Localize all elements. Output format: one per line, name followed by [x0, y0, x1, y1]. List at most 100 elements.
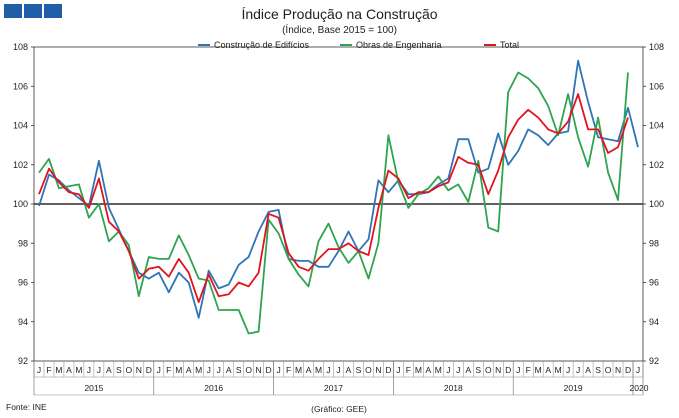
- month-label: O: [126, 365, 133, 375]
- month-label: A: [306, 365, 312, 375]
- month-label: F: [526, 365, 531, 375]
- month-label: J: [97, 365, 101, 375]
- chart-subtitle: (Índice, Base 2015 = 100): [282, 23, 397, 36]
- brand-square-2: [24, 4, 42, 18]
- month-label: F: [406, 365, 411, 375]
- month-label: A: [545, 365, 551, 375]
- month-label: S: [356, 365, 362, 375]
- month-label: N: [136, 365, 142, 375]
- y-tick-label-left: 94: [18, 317, 28, 327]
- month-label: A: [426, 365, 432, 375]
- month-label: S: [595, 365, 601, 375]
- month-label: J: [576, 365, 580, 375]
- month-label: S: [116, 365, 122, 375]
- brand-square-1: [4, 4, 22, 18]
- month-label: A: [465, 365, 471, 375]
- y-tick-label-right: 96: [649, 278, 659, 288]
- y-tick-label-right: 106: [649, 81, 664, 91]
- month-label: D: [505, 365, 511, 375]
- year-label: 2016: [204, 383, 223, 393]
- y-tick-label-left: 102: [13, 160, 28, 170]
- y-tick-label-left: 92: [18, 356, 28, 366]
- y-tick-label-right: 104: [649, 121, 664, 131]
- y-tick-label-right: 102: [649, 160, 664, 170]
- month-label: M: [435, 365, 442, 375]
- series-total-line: [38, 93, 629, 304]
- year-label: 2017: [324, 383, 343, 393]
- month-label: M: [535, 365, 542, 375]
- month-label: M: [415, 365, 422, 375]
- month-label: J: [37, 365, 41, 375]
- month-label: A: [226, 365, 232, 375]
- month-label: D: [266, 365, 272, 375]
- y-tick-label-right: 108: [649, 42, 664, 52]
- source-note: Fonte: INE: [6, 402, 47, 412]
- month-label: J: [566, 365, 570, 375]
- legend: Construção de Edifícios Obras de Engenhar…: [198, 40, 519, 50]
- y-tick-label-left: 100: [13, 199, 28, 209]
- month-label: A: [186, 365, 192, 375]
- month-label: J: [336, 365, 340, 375]
- month-label: O: [245, 365, 252, 375]
- month-label: D: [146, 365, 152, 375]
- y-tick-label-left: 98: [18, 238, 28, 248]
- month-label: J: [456, 365, 460, 375]
- month-label: M: [75, 365, 82, 375]
- month-label: J: [516, 365, 520, 375]
- y-tick-label-left: 104: [13, 121, 28, 131]
- year-label: 2020: [630, 383, 649, 393]
- y-tick-label-right: 92: [649, 356, 659, 366]
- y-tick-label-left: 106: [13, 81, 28, 91]
- month-label: M: [175, 365, 182, 375]
- month-label: D: [385, 365, 391, 375]
- y-tick-label-left: 108: [13, 42, 28, 52]
- month-label: O: [365, 365, 372, 375]
- month-label: M: [315, 365, 322, 375]
- y-tick-label-right: 98: [649, 238, 659, 248]
- month-label: F: [46, 365, 51, 375]
- series-obras-engenharia-legend-label: Obras de Engenharia: [356, 40, 442, 50]
- month-label: J: [87, 365, 91, 375]
- axes: 92 92 94 94 96 96 98 98 100 100 102 102 104 104 106 106…: [13, 42, 664, 396]
- year-label: 2015: [84, 383, 103, 393]
- series-obras-engenharia-line: [38, 71, 629, 335]
- month-label: A: [585, 365, 591, 375]
- month-label: N: [375, 365, 381, 375]
- month-label: F: [286, 365, 291, 375]
- month-label: M: [555, 365, 562, 375]
- brand-logo: [4, 4, 62, 18]
- month-label: N: [495, 365, 501, 375]
- y-tick-label-right: 100: [649, 199, 664, 209]
- month-label: A: [106, 365, 112, 375]
- month-label: F: [166, 365, 171, 375]
- chart-title: Índice Produção na Construção: [241, 6, 437, 22]
- month-label: S: [475, 365, 481, 375]
- year-label: 2019: [564, 383, 583, 393]
- month-label: J: [157, 365, 161, 375]
- month-label: O: [485, 365, 492, 375]
- month-label: A: [346, 365, 352, 375]
- month-label: J: [207, 365, 211, 375]
- month-label: J: [276, 365, 280, 375]
- plot-area: [34, 59, 643, 335]
- series-construcao-edificios-line: [38, 59, 639, 319]
- y-tick-label-left: 96: [18, 278, 28, 288]
- month-label: J: [326, 365, 330, 375]
- month-label: J: [636, 365, 640, 375]
- month-label: A: [66, 365, 72, 375]
- month-label: N: [256, 365, 262, 375]
- month-label: O: [605, 365, 612, 375]
- month-label: D: [625, 365, 631, 375]
- month-label: J: [446, 365, 450, 375]
- y-tick-label-right: 94: [649, 317, 659, 327]
- month-label: M: [55, 365, 62, 375]
- series-construcao-edificios-legend-label: Construção de Edifícios: [214, 40, 310, 50]
- month-label: N: [615, 365, 621, 375]
- month-label: M: [195, 365, 202, 375]
- brand-square-3: [44, 4, 62, 18]
- series-total-legend-label: Total: [500, 40, 519, 50]
- month-label: J: [217, 365, 221, 375]
- month-label: J: [396, 365, 400, 375]
- month-label: M: [295, 365, 302, 375]
